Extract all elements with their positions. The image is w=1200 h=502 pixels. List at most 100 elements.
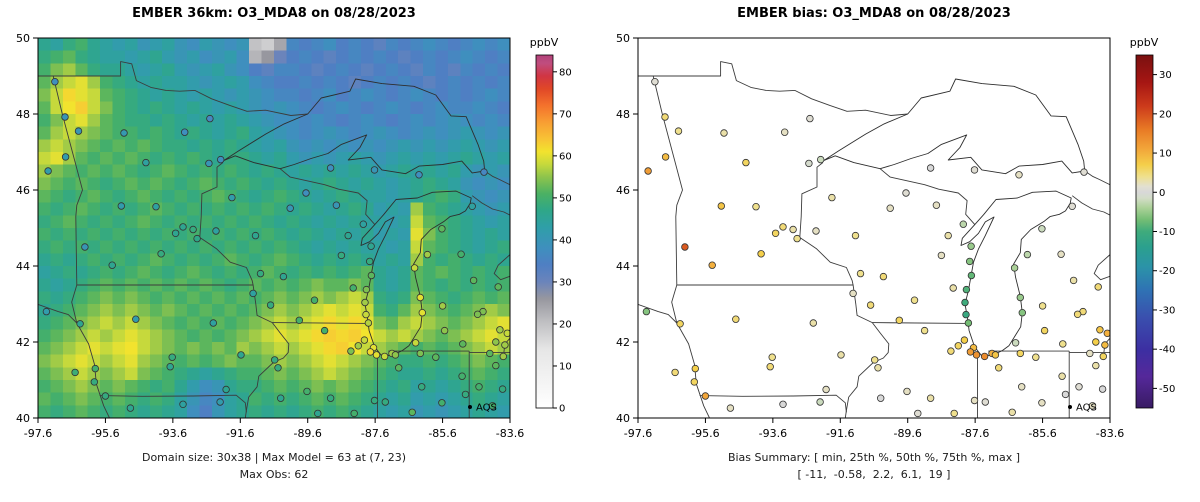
station-dot	[967, 242, 975, 250]
station-dot	[498, 385, 507, 393]
station-dot	[937, 251, 946, 260]
model-map-panel: -97.6 -95.6 -93.6 -91.6 -89.6 -87.6 -85.6 -83.6…	[16, 32, 572, 440]
station-dot	[793, 234, 801, 243]
station-dot	[359, 220, 367, 228]
station-dot	[701, 392, 710, 400]
station-dot	[501, 341, 509, 349]
station-dot	[812, 227, 820, 235]
svg-text:50: 50	[559, 193, 572, 204]
svg-text:50: 50	[16, 32, 30, 45]
stations-layer	[42, 77, 510, 418]
station-dot	[1023, 250, 1032, 259]
station-dot	[408, 408, 416, 416]
station-dot	[366, 257, 374, 266]
svg-text:30: 30	[559, 277, 572, 288]
station-dot	[157, 250, 165, 258]
svg-text:60: 60	[559, 151, 572, 162]
station-dot	[771, 229, 780, 237]
station-dot	[216, 398, 224, 406]
svg-text:70: 70	[559, 109, 572, 120]
station-dot	[286, 204, 294, 212]
stations-layer	[642, 77, 1110, 418]
station-dot	[871, 356, 879, 364]
station-dot	[779, 400, 787, 408]
svg-text:0: 0	[1159, 188, 1165, 199]
station-dot	[216, 155, 225, 164]
station-dot	[51, 77, 59, 86]
station-dot	[76, 320, 84, 328]
station-dot	[644, 167, 652, 175]
station-dot	[1008, 408, 1016, 416]
station-dot	[1018, 383, 1026, 391]
station-dot	[370, 396, 379, 405]
svg-text:-95.6: -95.6	[691, 427, 719, 440]
svg-text:-93.6: -93.6	[759, 427, 787, 440]
station-dot	[277, 394, 285, 402]
station-dot	[1088, 402, 1097, 410]
station-dot	[189, 225, 197, 234]
station-dot	[962, 310, 970, 319]
station-dot	[895, 316, 903, 324]
station-dot	[1057, 250, 1065, 258]
station-dot	[469, 276, 478, 285]
station-dot	[320, 326, 329, 335]
station-dot	[1058, 372, 1066, 380]
station-dot	[768, 353, 776, 361]
station-dot	[391, 351, 400, 359]
svg-text:-95.6: -95.6	[91, 427, 119, 440]
station-dot	[126, 404, 135, 412]
station-dot	[1059, 340, 1067, 348]
station-dot	[81, 243, 89, 251]
station-dot	[152, 202, 160, 211]
axes-layer: -97.6 -95.6 -93.6 -91.6 -89.6 -87.6 -85.6 -83.6…	[16, 32, 524, 440]
station-dot	[1086, 349, 1094, 358]
station-dot	[438, 399, 446, 407]
station-dot	[438, 225, 446, 233]
map-borders-layer	[638, 61, 1110, 418]
station-dot	[266, 301, 275, 309]
svg-text:-40: -40	[1159, 345, 1175, 356]
station-dot	[726, 404, 735, 412]
station-dot	[674, 127, 683, 135]
station-dot	[879, 272, 888, 281]
station-dot	[849, 289, 857, 298]
station-dot	[205, 159, 213, 168]
svg-text:-50: -50	[1159, 384, 1175, 395]
station-dot	[961, 298, 969, 307]
station-dot	[959, 220, 967, 228]
station-dot	[1040, 326, 1049, 335]
station-dot	[337, 251, 346, 260]
station-dot	[418, 383, 426, 391]
station-dot	[1098, 385, 1107, 393]
station-dot	[91, 364, 99, 373]
station-dot	[1010, 264, 1019, 272]
station-dot	[949, 284, 957, 292]
svg-text:-85.6: -85.6	[1028, 427, 1056, 440]
station-dot	[237, 351, 245, 359]
station-dot	[752, 202, 760, 211]
station-dot	[459, 340, 467, 348]
station-dot	[274, 364, 282, 372]
station-dot	[954, 342, 962, 350]
station-dot	[920, 326, 929, 335]
station-dot	[344, 231, 352, 240]
station-dot	[837, 351, 845, 359]
station-dot	[926, 164, 935, 172]
station-dot	[332, 201, 341, 209]
svg-text:40: 40	[616, 412, 630, 425]
station-dot	[458, 372, 466, 380]
station-dot	[503, 329, 510, 337]
svg-text:-91.6: -91.6	[226, 427, 254, 440]
station-dot	[1080, 168, 1088, 176]
station-dot	[108, 261, 116, 269]
station-dot	[499, 352, 507, 361]
station-dot	[166, 363, 174, 371]
station-dot	[180, 128, 189, 136]
station-dot	[856, 269, 865, 278]
station-dot	[271, 356, 279, 364]
station-dot	[1068, 202, 1076, 210]
svg-text:46: 46	[616, 184, 630, 197]
station-dot	[251, 231, 260, 240]
station-dot	[44, 167, 52, 175]
station-dot	[964, 319, 973, 327]
